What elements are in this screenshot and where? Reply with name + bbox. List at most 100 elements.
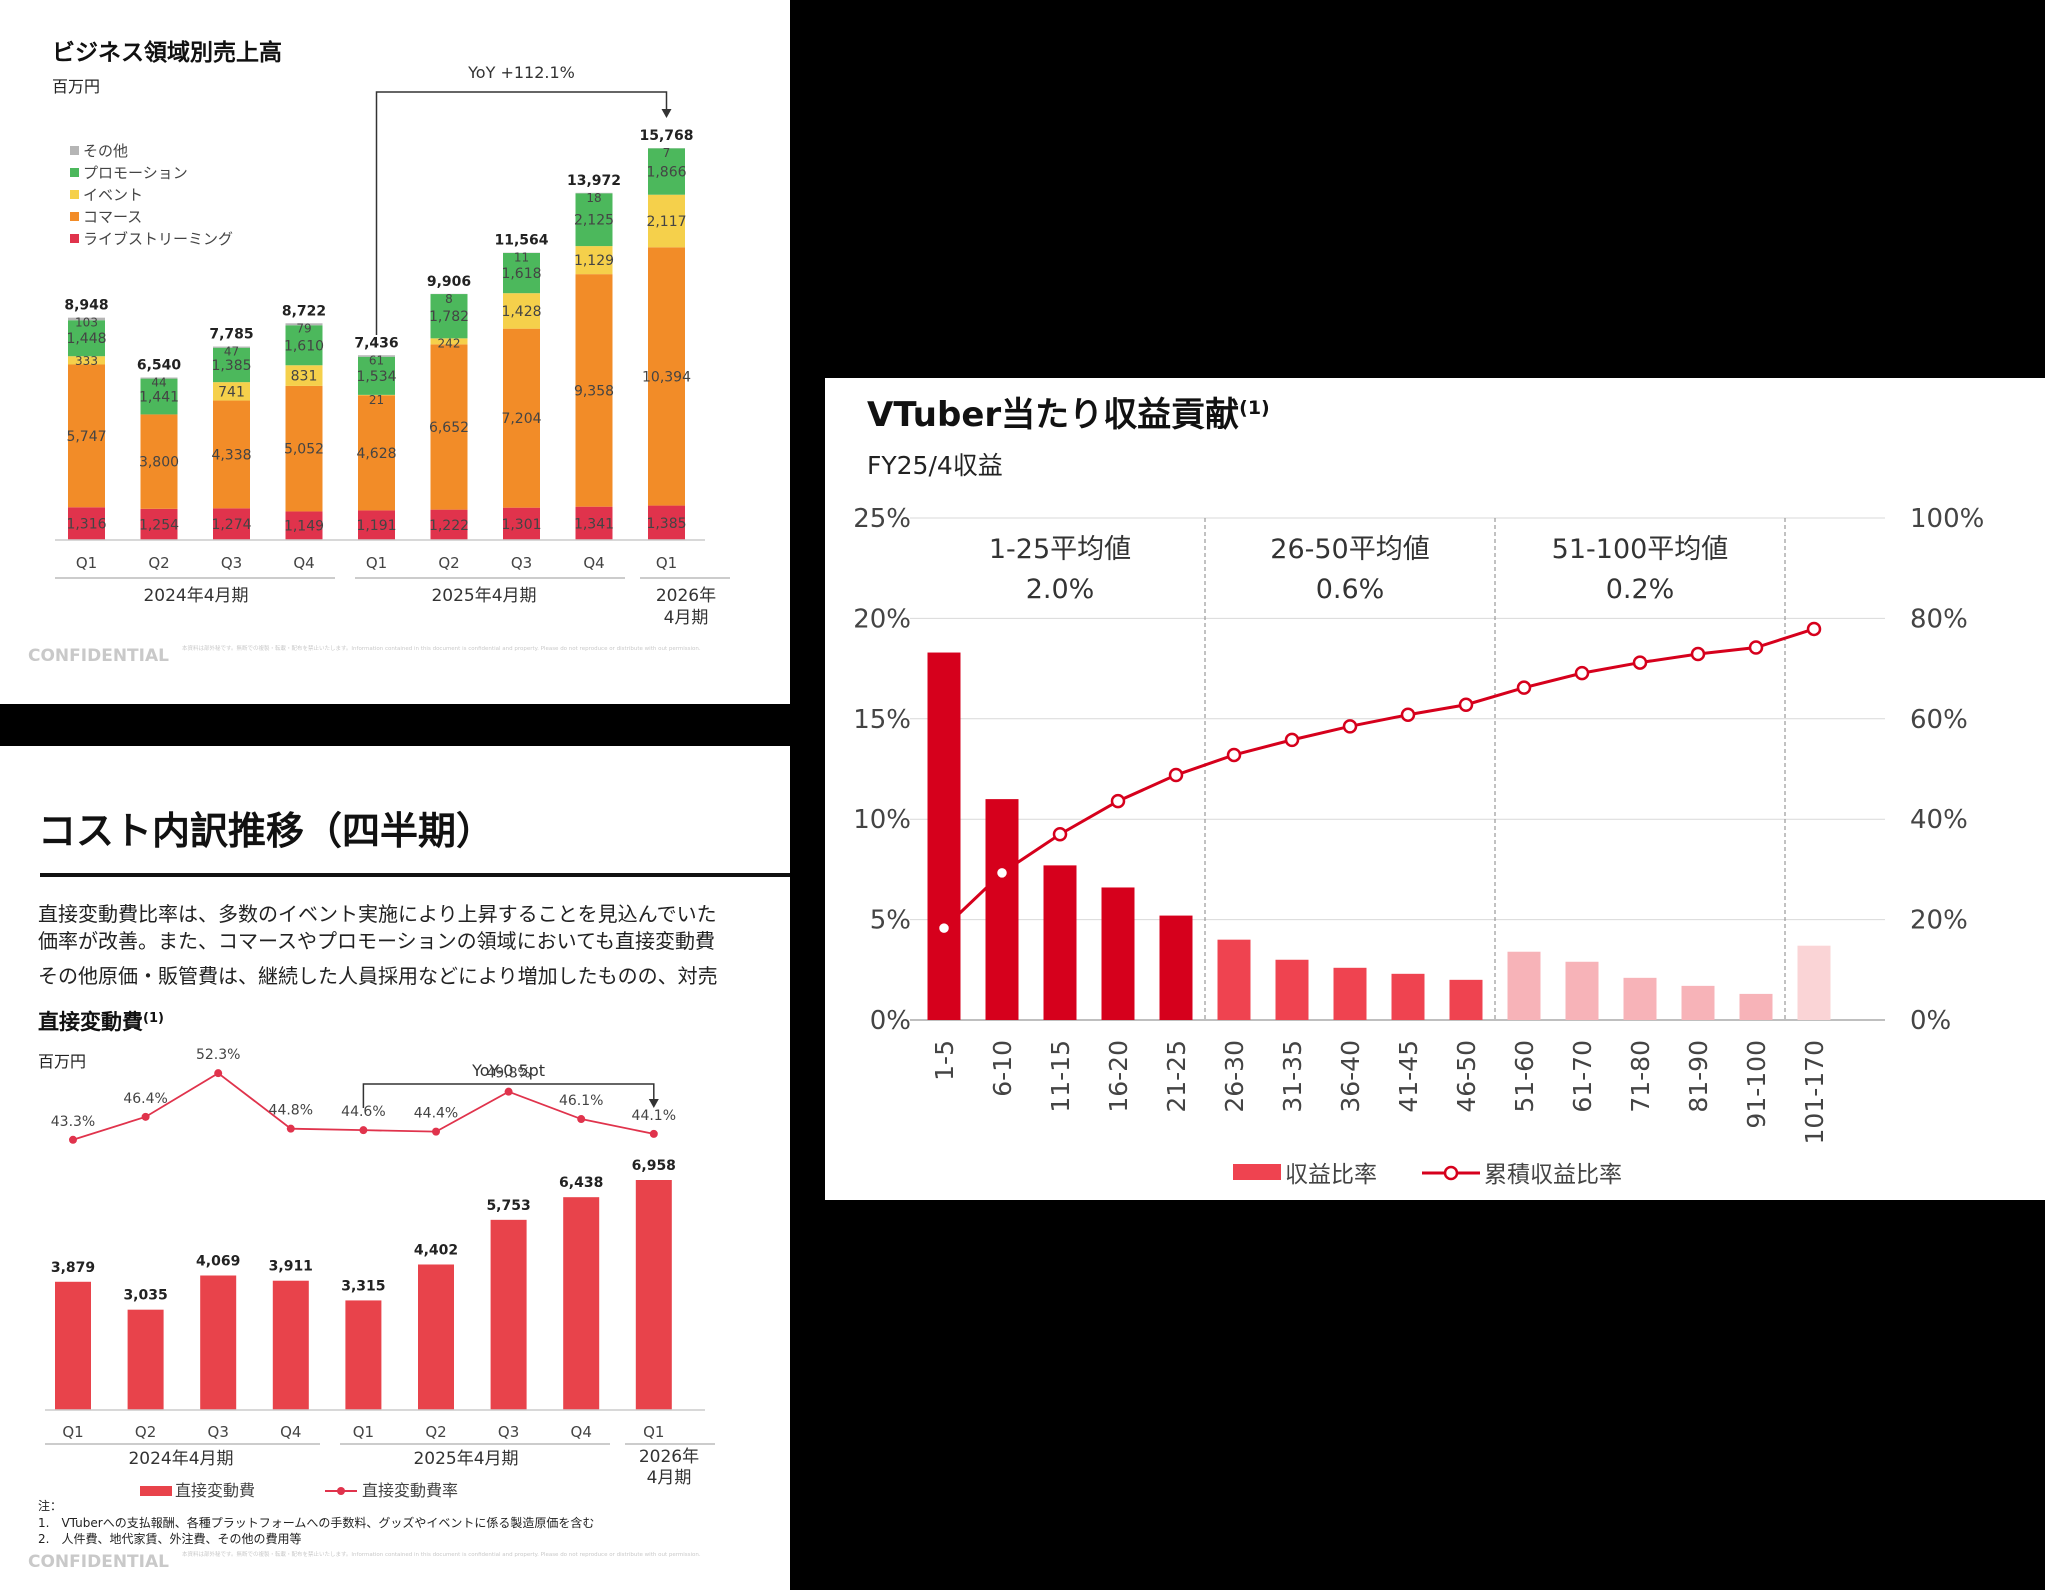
revenue-bar-segment <box>430 294 468 339</box>
revenue-segment-label: 1,129 <box>574 253 614 269</box>
cost-bar-label: 3,879 <box>51 1260 95 1276</box>
vtuber-chart-title: VTuber当たり収益貢献 <box>867 395 1239 435</box>
revenue-bar-segment <box>213 346 250 348</box>
description-line-2: 価率が改善。また、コマースやプロモーションの領域においても直接変動費 <box>38 929 715 953</box>
revenue-bar-segment <box>68 507 105 540</box>
vtuber-cumulative-point <box>1458 697 1474 712</box>
revenue-bar-segment <box>575 274 613 507</box>
vtuber-bar <box>1565 961 1599 1020</box>
vtuber-left-tick: 0% <box>870 1006 911 1036</box>
revenue-bar-segment <box>503 252 540 294</box>
vtuber-left-tick: 20% <box>853 604 911 634</box>
revenue-x-tick: Q1 <box>76 554 97 572</box>
cost-bars: 3,879 3,035 4,069 3,911 3,315 4,402 5,753 6,438… <box>51 1158 676 1410</box>
revenue-bar-segment <box>648 505 685 540</box>
cost-bar <box>418 1264 454 1410</box>
vtuber-x-tick: 26-30 <box>1220 1040 1249 1113</box>
note-1: 1. VTuberへの支払報酬、各種プラットフォームへの手数料、グッズやイベント… <box>38 1515 594 1530</box>
revenue-bar-segment <box>430 344 468 510</box>
revenue-total-label: 8,722 <box>282 303 326 319</box>
revenue-bar-segment <box>358 356 395 395</box>
vtuber-x-tick: 101-170 <box>1800 1040 1829 1144</box>
revenue-bar-segment <box>213 347 250 383</box>
revenue-bar-segment <box>503 507 540 540</box>
revenue-segment-label: 831 <box>291 369 318 385</box>
cost-x-tick: Q1 <box>62 1423 83 1441</box>
vtuber-x-tick: 81-90 <box>1684 1040 1713 1113</box>
revenue-bar-segment <box>358 355 395 357</box>
revenue-bar-segment <box>430 509 468 540</box>
cost-x-tick: Q2 <box>425 1423 446 1441</box>
cost-x-tick: Q4 <box>571 1423 592 1441</box>
cost-group-label-line2: 4月期 <box>647 1468 692 1488</box>
cost-rate-label: 49.8% <box>486 1066 530 1082</box>
revenue-bar-segment <box>140 414 178 509</box>
revenue-segment-label: 1,149 <box>284 519 324 535</box>
vtuber-cumulative-point <box>936 920 952 936</box>
revenue-bar-segment <box>285 325 323 366</box>
cost-bar-label: 4,069 <box>196 1253 240 1269</box>
vtuber-cumulative-point <box>1168 767 1184 783</box>
revenue-segment-label: 79 <box>296 321 311 335</box>
revenue-x-tick: Q1 <box>656 554 677 572</box>
revenue-total-label: 13,972 <box>567 173 621 189</box>
vtuber-x-tick: 6-10 <box>988 1040 1017 1097</box>
cost-x-tick: Q1 <box>353 1423 374 1441</box>
vtuber-right-tick: 60% <box>1910 705 1968 735</box>
revenue-segment-label: 242 <box>438 336 461 350</box>
legend-swatch <box>70 234 79 243</box>
vtuber-x-axis: 1-5 6-10 11-15 16-20 21-25 26-30 31-35 36-40 41-… <box>930 1040 1829 1144</box>
cost-rate-line: 43.3% 46.4% 52.3% 44.8% 44.6% 44.4% 49.8% 46.1%… <box>51 1047 676 1144</box>
vtuber-bar <box>985 799 1019 1020</box>
cost-chart: コスト内訳推移（四半期） 直接変動費比率は、多数のイベント実施により上昇すること… <box>28 809 790 1572</box>
vtuber-x-tick: 21-25 <box>1162 1040 1191 1113</box>
cost-page-title: コスト内訳推移（四半期） <box>38 809 494 853</box>
revenue-segment-label: 3,800 <box>139 455 179 471</box>
cost-rate-point <box>286 1124 295 1133</box>
confidential-label: CONFIDENTIAL <box>28 646 169 666</box>
vtuber-bars <box>927 652 1831 1020</box>
cost-bar-label: 6,438 <box>559 1175 603 1191</box>
revenue-segment-label: 18 <box>586 191 601 205</box>
vtuber-bar <box>1275 959 1309 1020</box>
revenue-segment-label: 21 <box>369 393 384 407</box>
revenue-x-tick: Q1 <box>366 554 387 572</box>
cost-yoy-annotation: YoY-0.5pt <box>362 1061 659 1108</box>
cost-rate-label: 46.4% <box>123 1091 167 1107</box>
cost-x-tick: Q3 <box>498 1423 519 1441</box>
revenue-bar-segment <box>68 317 105 321</box>
cost-bar-label: 3,035 <box>123 1288 167 1304</box>
revenue-segment-label: 44 <box>151 376 166 390</box>
revenue-bar-segment <box>140 508 178 540</box>
vtuber-bar <box>1333 967 1367 1020</box>
yoy-arrowhead <box>661 109 672 118</box>
legend-label: ライブストリーミング <box>83 230 233 248</box>
revenue-segment-label: 1,385 <box>646 516 686 532</box>
vtuber-x-tick: 31-35 <box>1278 1040 1307 1113</box>
cost-chart-unit: 百万円 <box>38 1052 86 1071</box>
vtuber-right-tick: 100% <box>1910 504 1984 534</box>
vtuber-bar <box>1449 979 1483 1020</box>
vtuber-bar <box>1159 915 1193 1020</box>
revenue-segment-label: 1,610 <box>284 338 324 354</box>
revenue-chart-unit: 百万円 <box>52 77 100 96</box>
revenue-bar-segment <box>285 323 323 326</box>
revenue-total-label: 11,564 <box>494 233 548 249</box>
vtuber-bar <box>1101 887 1135 1020</box>
confidential-label-2: CONFIDENTIAL <box>28 1552 169 1572</box>
cost-bar <box>345 1300 382 1410</box>
revenue-segment-label: 10,394 <box>642 369 691 385</box>
vtuber-cumulative-point <box>1052 827 1068 842</box>
average-label: 26-50平均値 <box>1270 534 1429 565</box>
vtuber-cumulative-line <box>936 621 1822 936</box>
revenue-bar-segment <box>575 193 613 247</box>
vtuber-cumulative-point <box>994 865 1010 881</box>
legend-bar-swatch <box>1233 1164 1281 1180</box>
revenue-bar-segment <box>358 510 395 540</box>
revenue-group-label-line1: 2026年 <box>656 586 716 606</box>
revenue-segment-label: 7,204 <box>501 411 541 427</box>
revenue-bar-segment <box>68 364 105 508</box>
vtuber-x-tick: 11-15 <box>1046 1040 1075 1113</box>
revenue-segment-label: 4,338 <box>211 447 251 463</box>
